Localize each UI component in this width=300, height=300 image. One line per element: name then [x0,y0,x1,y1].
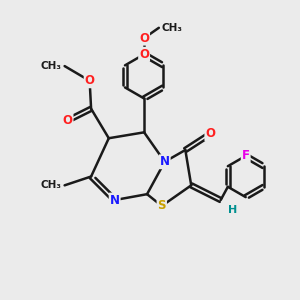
Text: N: N [110,194,120,207]
Text: CH₃: CH₃ [41,61,62,71]
Text: O: O [139,32,149,45]
Text: O: O [206,127,215,140]
Text: N: N [160,155,170,168]
Text: O: O [139,48,149,61]
Text: H: H [228,206,237,215]
Text: CH₃: CH₃ [41,180,62,190]
Text: S: S [158,200,166,212]
Text: O: O [63,114,73,127]
Text: F: F [242,149,250,162]
Text: O: O [85,74,94,87]
Text: CH₃: CH₃ [162,23,183,33]
